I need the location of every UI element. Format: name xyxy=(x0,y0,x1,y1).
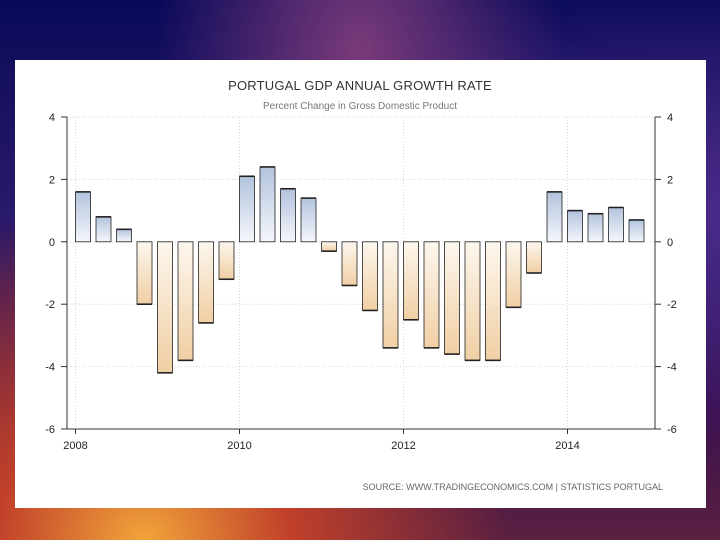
y-tick-label-left: -2 xyxy=(45,299,55,311)
bar xyxy=(341,241,358,286)
bar xyxy=(198,241,214,324)
y-tick-label-right: 4 xyxy=(667,112,673,124)
bar xyxy=(136,241,153,305)
bar xyxy=(464,241,481,361)
bar xyxy=(444,241,460,355)
y-tick-label-right: -4 xyxy=(667,362,677,374)
bar xyxy=(485,241,501,361)
y-tick-label-left: -4 xyxy=(45,362,55,374)
chart-title: PORTUGAL GDP ANNUAL GROWTH RATE xyxy=(228,78,492,93)
bar xyxy=(546,191,563,243)
y-tick-label-right: -2 xyxy=(667,299,677,311)
y-tick-label-right: 0 xyxy=(667,237,673,249)
bar xyxy=(259,166,276,243)
bar xyxy=(157,241,173,374)
y-tick-label-left: 2 xyxy=(49,174,55,186)
bar xyxy=(239,175,255,243)
bar xyxy=(177,241,194,361)
bar xyxy=(75,191,91,243)
bar xyxy=(608,207,624,243)
gdp-chart: PORTUGAL GDP ANNUAL GROWTH RATE Percent … xyxy=(45,78,677,492)
x-tick-label: 2008 xyxy=(63,440,87,452)
y-tick-label-left: 4 xyxy=(49,112,55,124)
x-tick-label: 2012 xyxy=(391,440,415,452)
y-tick-label-left: 0 xyxy=(49,237,55,249)
y-tick-label-left: -6 xyxy=(45,424,55,436)
chart-subtitle: Percent Change in Gross Domestic Product xyxy=(263,101,457,112)
bar xyxy=(403,241,419,321)
bar xyxy=(587,213,604,243)
bar xyxy=(382,241,399,349)
plot-area xyxy=(67,117,655,429)
chart-panel: PORTUGAL GDP ANNUAL GROWTH RATE Percent … xyxy=(15,60,706,508)
bar xyxy=(567,210,583,243)
bar xyxy=(280,188,296,243)
y-tick-label-right: 2 xyxy=(667,174,673,186)
bar xyxy=(362,241,378,311)
bar xyxy=(628,219,645,243)
bar xyxy=(505,241,522,308)
bar xyxy=(321,241,337,252)
x-tick-label: 2014 xyxy=(555,440,579,452)
y-tick-label-right: -6 xyxy=(667,424,677,436)
source-note: SOURCE: WWW.TRADINGECONOMICS.COM | STATI… xyxy=(363,482,663,492)
x-tick-label: 2010 xyxy=(227,440,251,452)
bar xyxy=(218,241,235,280)
bar xyxy=(116,228,132,243)
bar xyxy=(300,197,317,243)
bar xyxy=(423,241,440,349)
bar xyxy=(95,216,112,243)
bar xyxy=(526,241,542,274)
